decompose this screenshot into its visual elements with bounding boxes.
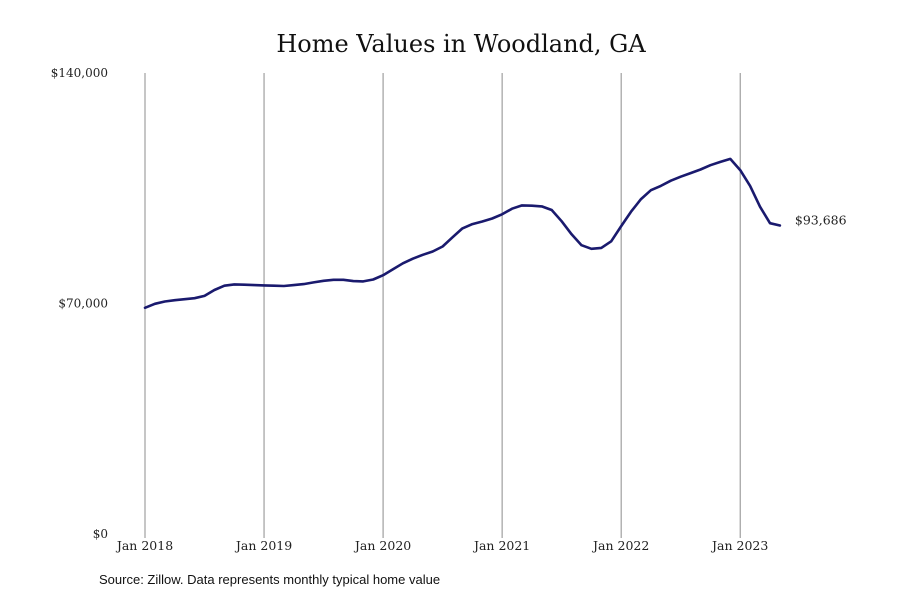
data-point xyxy=(451,236,454,239)
data-point xyxy=(610,240,613,243)
data-point xyxy=(342,278,345,281)
data-point xyxy=(600,247,603,249)
data-point xyxy=(669,179,672,182)
gridlines xyxy=(144,73,741,538)
data-point xyxy=(372,278,375,281)
data-point xyxy=(540,205,543,208)
data-point xyxy=(322,279,325,282)
data-point xyxy=(769,222,771,225)
x-tick-label: Jan 2023 xyxy=(710,538,768,553)
data-point xyxy=(144,306,146,309)
data-point xyxy=(223,284,226,287)
data-point xyxy=(521,204,523,207)
data-point xyxy=(441,245,444,248)
data-point xyxy=(203,295,206,297)
data-point xyxy=(531,204,533,207)
data-point xyxy=(759,205,761,208)
x-tick-label: Jan 2019 xyxy=(234,538,292,553)
data-point xyxy=(501,213,503,216)
data-point xyxy=(402,262,404,265)
data-point xyxy=(590,247,593,250)
chart-title: Home Values in Woodland, GA xyxy=(276,30,646,58)
data-point xyxy=(729,158,732,160)
y-axis-ticks: $0 $70,000 $140,000 xyxy=(51,66,108,541)
data-point xyxy=(183,298,186,301)
data-point xyxy=(411,257,414,260)
data-point xyxy=(163,300,166,303)
data-point xyxy=(253,284,256,286)
x-axis-ticks: Jan 2018 Jan 2019 Jan 2020 Jan 2021 Jan 2022… xyxy=(115,538,769,553)
y-tick-label: $0 xyxy=(93,527,108,541)
data-point xyxy=(650,189,652,192)
data-point xyxy=(511,207,513,210)
data-point xyxy=(154,302,156,305)
data-point xyxy=(213,289,216,291)
data-point xyxy=(471,223,474,226)
data-point xyxy=(362,280,365,283)
data-point xyxy=(352,280,355,282)
data-point xyxy=(699,168,702,171)
data-point xyxy=(243,283,246,286)
data-point xyxy=(233,283,236,286)
data-point xyxy=(640,198,642,201)
data-point xyxy=(292,284,295,286)
data-point xyxy=(709,164,712,167)
data-point xyxy=(550,209,553,211)
series-group xyxy=(143,157,782,310)
x-tick-label: Jan 2018 xyxy=(115,538,173,553)
series-line xyxy=(143,157,782,310)
data-point xyxy=(421,253,424,256)
data-point xyxy=(392,268,394,271)
data-point xyxy=(302,283,305,285)
data-point xyxy=(431,250,434,253)
data-point xyxy=(193,297,196,300)
data-point xyxy=(560,220,563,223)
data-point xyxy=(570,233,573,236)
data-point xyxy=(332,278,335,281)
data-point xyxy=(491,217,494,220)
data-point xyxy=(779,224,781,227)
end-value-label: $93,686 xyxy=(795,213,847,228)
x-tick-label: Jan 2022 xyxy=(591,538,649,553)
data-point xyxy=(283,285,285,287)
data-point xyxy=(689,172,692,175)
data-point xyxy=(679,175,682,178)
data-point xyxy=(739,169,742,172)
data-point xyxy=(580,244,583,247)
y-tick-label: $140,000 xyxy=(51,66,108,80)
data-point xyxy=(749,185,751,187)
data-point xyxy=(273,284,275,287)
data-point xyxy=(382,274,384,277)
source-note: Source: Zillow. Data represents monthly … xyxy=(99,572,441,587)
data-point xyxy=(263,284,265,287)
data-point xyxy=(630,210,632,213)
data-point xyxy=(620,225,623,228)
data-point xyxy=(173,299,176,302)
x-tick-label: Jan 2020 xyxy=(353,538,411,553)
y-tick-label: $70,000 xyxy=(58,297,108,311)
data-point xyxy=(481,220,484,223)
data-point xyxy=(719,161,722,163)
data-point xyxy=(659,185,662,187)
x-tick-label: Jan 2021 xyxy=(472,538,530,553)
data-point xyxy=(461,227,464,230)
data-point xyxy=(312,281,315,284)
